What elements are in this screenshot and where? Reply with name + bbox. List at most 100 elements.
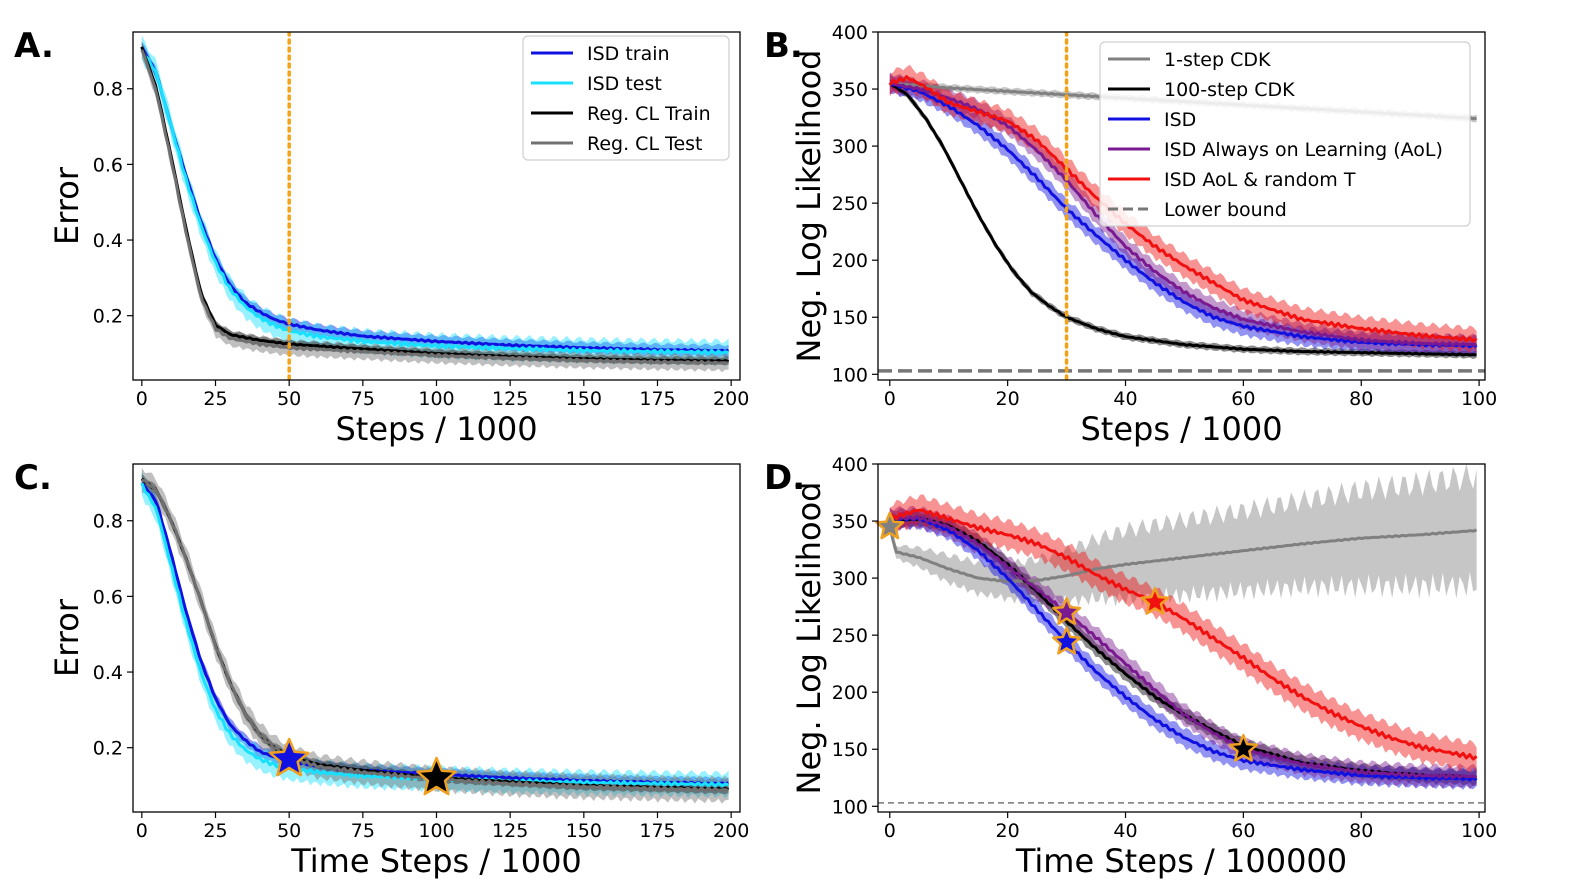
legend-box xyxy=(1099,41,1471,227)
x-tick-label: 0 xyxy=(136,820,148,842)
x-tick-label: 125 xyxy=(492,388,528,410)
x-tick-label: 50 xyxy=(277,820,301,842)
star-marker xyxy=(1228,733,1258,762)
y-tick-label: 0.6 xyxy=(93,586,123,608)
axes-frame xyxy=(877,31,1486,381)
plot-area xyxy=(140,467,730,804)
x-axis-label: Time Steps / 100000 xyxy=(1015,842,1347,880)
star-marker xyxy=(1140,586,1170,615)
band-isd xyxy=(889,507,1477,790)
x-tick-label: 75 xyxy=(351,820,375,842)
plot-area xyxy=(878,464,1485,804)
x-tick-label: 100 xyxy=(418,820,454,842)
legend-label-reg-cl-test: Reg. CL Test xyxy=(587,133,702,155)
legend-label-lower-bound: Lower bound xyxy=(1164,199,1287,221)
band-isd-test xyxy=(141,471,729,799)
x-tick-label: 80 xyxy=(1349,388,1373,410)
panel-c: C. 0 25 50 75 100 125 150 175 200 0.2 0.4 0.6 0.8 Time… xyxy=(14,458,749,880)
line-isd-aol-random-t xyxy=(888,508,1478,761)
x-tick-label: 175 xyxy=(639,388,675,410)
x-tick-label: 0 xyxy=(136,388,148,410)
y-tick-label: 0.4 xyxy=(93,662,123,684)
plot-area xyxy=(140,32,730,380)
x-tick-label: 200 xyxy=(713,388,749,410)
x-tick-label: 60 xyxy=(1231,388,1255,410)
star-marker xyxy=(1052,626,1082,655)
x-tick-label: 25 xyxy=(203,388,227,410)
panel-d: D. 0 20 40 60 80 100 100 150 200 250 300 350 400 Time … xyxy=(764,454,1497,880)
star-marker xyxy=(416,756,457,796)
x-tick-label: 100 xyxy=(418,388,454,410)
x-tick-label: 150 xyxy=(566,388,602,410)
band-reg-cl-train xyxy=(141,473,729,795)
x-tick-label: 125 xyxy=(492,820,528,842)
band-1-step-cdk xyxy=(889,464,1477,607)
y-axis-label: Error xyxy=(48,166,86,245)
y-axis-label: Neg. Log Likelihood xyxy=(790,50,828,363)
y-tick-label: 0.2 xyxy=(93,738,123,760)
y-tick-label: 250 xyxy=(832,625,868,647)
line-reg-cl-train xyxy=(140,46,730,364)
y-tick-label: 0.4 xyxy=(93,230,123,252)
x-tick-label: 0 xyxy=(884,820,896,842)
x-tick-label: 40 xyxy=(1113,388,1137,410)
y-tick-label: 100 xyxy=(832,364,868,386)
line-1-step-cdk xyxy=(888,526,1478,584)
line-isd-always-on-learning-aol xyxy=(889,514,1478,780)
band-isd-aol-random-t xyxy=(889,64,1477,354)
legend-box xyxy=(522,35,730,161)
x-tick-label: 80 xyxy=(1349,820,1373,842)
legend-label-isd-train: ISD train xyxy=(587,43,670,65)
x-tick-label: 75 xyxy=(351,388,375,410)
y-axis-label: Neg. Log Likelihood xyxy=(790,482,828,795)
y-tick-label: 150 xyxy=(832,739,868,761)
star-marker xyxy=(268,737,310,777)
line-reg-cl-test xyxy=(140,49,729,366)
y-tick-label: 200 xyxy=(832,250,868,272)
y-tick-label: 0.6 xyxy=(93,154,123,176)
x-tick-label: 60 xyxy=(1231,820,1255,842)
y-tick-label: 0.8 xyxy=(93,511,123,533)
panel-letter: D. xyxy=(764,458,805,498)
legend-label-isd-test: ISD test xyxy=(587,73,662,95)
star-marker xyxy=(875,511,905,540)
line-isd-aol-random-t xyxy=(888,75,1478,343)
x-tick-label: 25 xyxy=(203,820,227,842)
y-tick-label: 300 xyxy=(832,136,868,158)
x-tick-label: 175 xyxy=(639,820,675,842)
x-axis-label: Steps / 1000 xyxy=(335,410,537,448)
panel-a: A. 0 25 50 75 100 125 150 175 200 0.2 0.4 0.6 0.8 Step… xyxy=(14,26,749,448)
x-tick-label: 150 xyxy=(566,820,602,842)
panel-letter: C. xyxy=(14,458,52,498)
legend-label-isd-always-on-learning-aol: ISD Always on Learning (AoL) xyxy=(1164,139,1443,161)
y-tick-label: 300 xyxy=(832,568,868,590)
legend-label-100-step-cdk: 100-step CDK xyxy=(1164,79,1295,101)
panel-letter: A. xyxy=(14,26,54,66)
legend: 1-step CDK 100-step CDK ISD ISD Always on L… xyxy=(1099,41,1471,227)
y-tick-label: 250 xyxy=(832,193,868,215)
legend-label-1-step-cdk: 1-step CDK xyxy=(1164,49,1271,71)
x-tick-label: 100 xyxy=(1461,388,1497,410)
panel-letter: B. xyxy=(764,26,803,66)
line-isd-test xyxy=(140,46,729,356)
axes-frame xyxy=(877,463,1486,813)
y-tick-label: 100 xyxy=(832,796,868,818)
x-tick-label: 200 xyxy=(713,820,749,842)
legend-label-reg-cl-train: Reg. CL Train xyxy=(587,103,711,125)
x-tick-label: 0 xyxy=(884,388,896,410)
y-tick-label: 0.2 xyxy=(93,306,123,328)
y-tick-label: 200 xyxy=(832,682,868,704)
band-isd-always-on-learning-aol xyxy=(889,505,1477,790)
y-axis-label: Error xyxy=(48,598,86,677)
x-axis-label: Time Steps / 1000 xyxy=(290,842,582,880)
legend-label-isd: ISD xyxy=(1164,109,1196,131)
line-100-step-cdk xyxy=(888,81,1477,357)
y-tick-label: 150 xyxy=(832,307,868,329)
star-marker xyxy=(1052,597,1082,625)
x-tick-label: 20 xyxy=(996,388,1020,410)
y-tick-label: 350 xyxy=(832,79,868,101)
y-tick-label: 400 xyxy=(832,454,868,476)
legend-label-isd-aol-random-t: ISD AoL & random T xyxy=(1164,169,1356,191)
x-tick-label: 20 xyxy=(996,820,1020,842)
legend: ISD train ISD test Reg. CL Train Reg. CL Te… xyxy=(522,35,730,161)
